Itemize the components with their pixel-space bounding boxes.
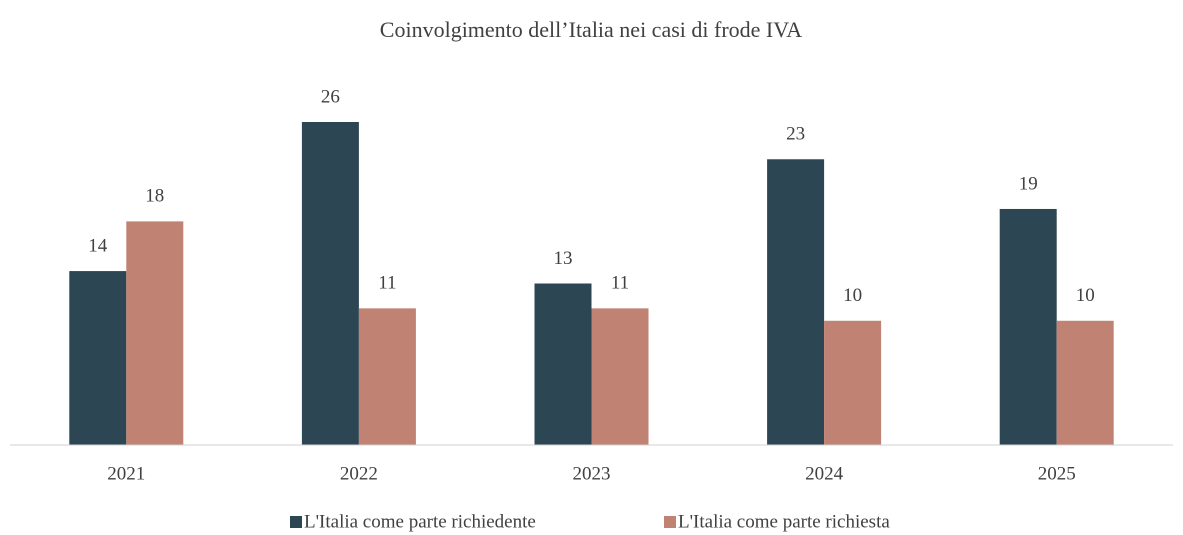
chart-title: Coinvolgimento dell’Italia nei casi di f… — [380, 17, 802, 42]
bar — [126, 221, 184, 445]
bar — [69, 271, 127, 445]
bar — [534, 283, 592, 445]
bar — [824, 320, 882, 445]
data-label: 10 — [1076, 285, 1095, 306]
data-label: 13 — [554, 248, 573, 269]
x-tick-label: 2022 — [340, 463, 378, 484]
legend-label: L'Italia come parte richiedente — [304, 511, 536, 532]
data-label: 14 — [88, 235, 108, 256]
x-tick-label: 2025 — [1038, 463, 1076, 484]
legend-swatch — [664, 516, 676, 528]
x-tick-label: 2023 — [573, 463, 611, 484]
bar — [999, 208, 1057, 445]
bar — [301, 122, 359, 445]
data-label: 11 — [378, 273, 396, 294]
x-tick-label: 2024 — [805, 463, 844, 484]
x-tick-label: 2021 — [107, 463, 145, 484]
legend-label: L'Italia come parte richiesta — [678, 511, 890, 532]
data-label: 19 — [1019, 173, 1038, 194]
bar — [1056, 320, 1114, 445]
data-label: 18 — [145, 186, 164, 207]
data-label: 10 — [843, 285, 862, 306]
data-label: 11 — [611, 273, 629, 294]
data-label: 23 — [786, 124, 805, 145]
legend-swatch — [290, 516, 302, 528]
bar — [767, 159, 825, 445]
bar — [358, 308, 416, 445]
bar — [591, 308, 649, 445]
data-label: 26 — [321, 86, 340, 107]
